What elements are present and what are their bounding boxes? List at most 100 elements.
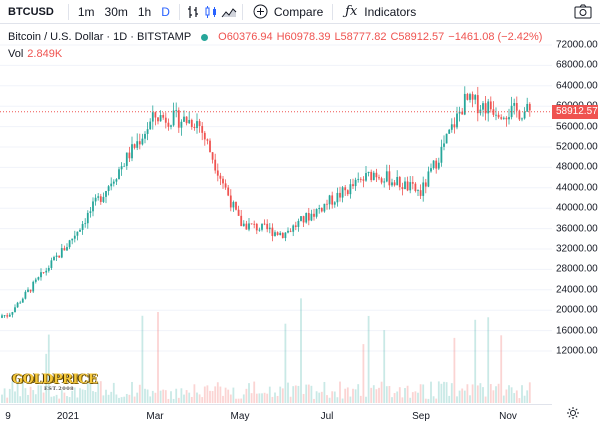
volume-bar (24, 388, 27, 403)
volume-bar (219, 386, 222, 403)
candle (53, 255, 55, 261)
candle (508, 108, 510, 125)
volume-bar (471, 384, 474, 403)
candle (40, 268, 42, 281)
volume-bar (94, 391, 97, 403)
candle (237, 205, 240, 216)
price-tick-label: 64000.00 (556, 80, 598, 92)
volume-bar (58, 398, 61, 403)
volume-bar (138, 384, 141, 403)
volume-bar (523, 395, 526, 403)
volume-bar (133, 396, 136, 403)
candle (362, 176, 365, 188)
price-tick-label: 28000.00 (556, 263, 598, 275)
candle (354, 177, 357, 191)
candle (8, 312, 11, 318)
volume-bar (489, 384, 492, 403)
volume-bar (333, 391, 336, 403)
area-style-icon[interactable] (220, 3, 238, 21)
volume-bar (216, 382, 219, 403)
candle (292, 224, 295, 237)
symbol-search[interactable]: BTCUSD (8, 5, 54, 18)
volume-bar (105, 389, 107, 403)
candle (76, 231, 79, 241)
volume-bar (112, 382, 115, 403)
volume-bar (190, 396, 193, 403)
candle (284, 232, 287, 242)
candle (359, 177, 362, 183)
candle (45, 267, 48, 276)
volume-bar (235, 398, 237, 403)
interval-30m[interactable]: 30m (104, 4, 128, 19)
volume-bar (406, 385, 409, 403)
volume-bar (89, 382, 92, 403)
goldprice-logo: GOLDPRICE EST.2008 (12, 372, 98, 392)
volume-bar (14, 391, 16, 403)
candle (203, 130, 206, 146)
volume-bar (313, 398, 315, 403)
volume-bar (341, 398, 344, 403)
price-chart[interactable] (0, 25, 552, 403)
candle (357, 172, 360, 183)
series-title[interactable]: Bitcoin / U.S. Dollar · 1D · BITSTAMP (8, 31, 192, 43)
divider (178, 3, 180, 20)
candle (279, 231, 282, 236)
candle (417, 189, 419, 197)
volume-bar (141, 315, 144, 403)
volume-bar (383, 330, 386, 403)
compare-button[interactable]: Compare (247, 3, 328, 21)
candles-style-icon[interactable] (202, 3, 220, 21)
volume-bar (388, 385, 391, 403)
volume-bar (294, 385, 297, 403)
volume-bar (66, 396, 68, 403)
candle (411, 176, 414, 190)
volume-bar (50, 396, 53, 403)
candle (404, 177, 406, 190)
volume-bar (193, 384, 196, 403)
candle (86, 210, 89, 229)
candle (185, 116, 188, 126)
volume-bar (258, 393, 261, 403)
volume-bar (411, 392, 414, 403)
candle (318, 204, 321, 214)
volume-bar (456, 396, 458, 403)
volume-bar (502, 395, 505, 403)
bars-style-icon[interactable] (184, 3, 202, 21)
volume-bar (305, 384, 308, 403)
time-axis[interactable]: 9 2021 Mar May Jul Sep Nov (0, 404, 552, 428)
candle (370, 169, 373, 183)
interval-1m[interactable]: 1m (77, 4, 95, 19)
volume-bar (307, 384, 310, 403)
legend-close: C58912.57 (390, 31, 445, 43)
candle (146, 122, 149, 141)
legend-open: O60376.94 (218, 31, 273, 43)
volume-bar (242, 394, 245, 403)
interval-d[interactable]: D (161, 4, 170, 19)
candle (331, 191, 334, 209)
volume-bar (3, 388, 6, 403)
candle (84, 218, 87, 228)
indicators-button[interactable]: ƒx Indicators (337, 3, 421, 21)
candle (294, 221, 297, 231)
candle (162, 112, 165, 120)
candle (471, 91, 474, 108)
interval-1h[interactable]: 1h (137, 4, 152, 19)
candle (349, 179, 352, 199)
candle (268, 223, 271, 234)
candle (307, 207, 310, 226)
time-tick-label: 2021 (56, 411, 80, 422)
candle (300, 216, 302, 222)
settings-gear-icon[interactable] (566, 406, 580, 425)
candle (105, 190, 107, 204)
volume-bar (380, 381, 383, 403)
time-tick-label: Jul (320, 411, 334, 422)
indicators-fx-icon: ƒx (345, 4, 358, 19)
candle (175, 102, 178, 118)
candle (466, 92, 469, 101)
camera-icon[interactable] (574, 2, 592, 20)
volume-bar (336, 397, 339, 403)
compare-label: Compare (273, 4, 324, 19)
candle (435, 158, 438, 174)
price-axis[interactable]: 72000.0068000.0064000.0060000.0056000.00… (552, 25, 600, 403)
price-tick-label: 40000.00 (556, 202, 598, 214)
